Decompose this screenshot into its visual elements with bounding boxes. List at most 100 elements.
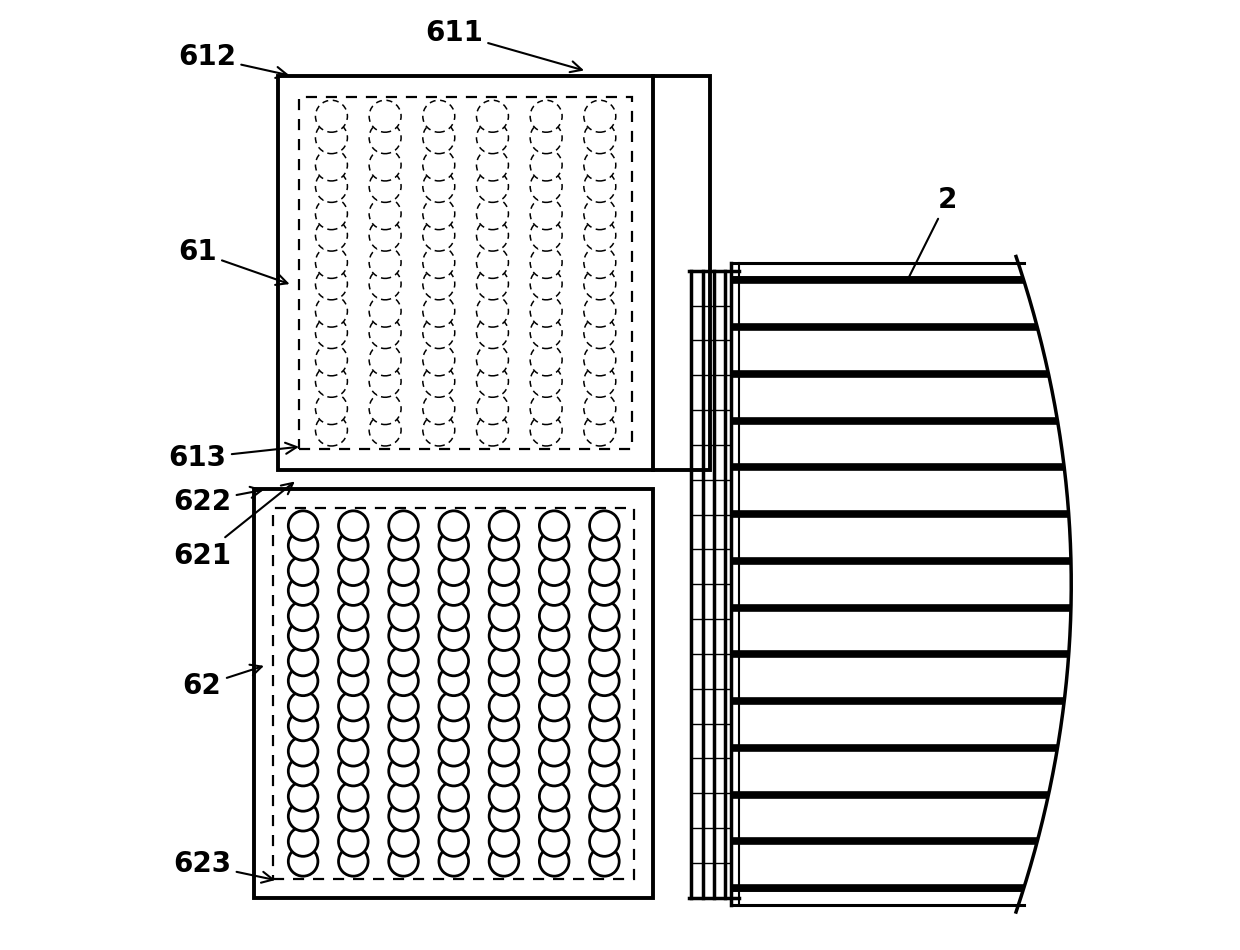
Circle shape [439, 756, 469, 786]
Circle shape [489, 846, 518, 876]
Circle shape [423, 246, 455, 278]
Circle shape [476, 392, 508, 425]
Circle shape [589, 531, 619, 560]
Circle shape [388, 802, 418, 831]
Circle shape [388, 692, 418, 721]
Circle shape [439, 736, 469, 766]
Circle shape [489, 782, 518, 811]
Circle shape [370, 268, 401, 300]
Circle shape [339, 712, 368, 741]
Circle shape [423, 122, 455, 154]
Circle shape [423, 170, 455, 202]
Circle shape [423, 316, 455, 349]
Circle shape [539, 846, 569, 876]
Circle shape [370, 366, 401, 397]
Circle shape [489, 736, 518, 766]
Circle shape [489, 666, 518, 695]
Polygon shape [732, 330, 1048, 371]
Circle shape [388, 666, 418, 695]
Circle shape [439, 802, 469, 831]
Circle shape [476, 344, 508, 376]
Circle shape [289, 826, 317, 856]
Circle shape [388, 621, 418, 651]
Circle shape [339, 621, 368, 651]
Circle shape [339, 692, 368, 721]
Circle shape [589, 756, 619, 786]
Circle shape [539, 692, 569, 721]
Circle shape [439, 601, 469, 631]
Polygon shape [732, 656, 1069, 699]
Circle shape [584, 344, 616, 376]
Circle shape [289, 576, 317, 605]
Circle shape [589, 511, 619, 541]
Circle shape [476, 101, 508, 132]
Circle shape [388, 556, 418, 585]
Circle shape [489, 712, 518, 741]
Circle shape [289, 802, 317, 831]
Circle shape [388, 846, 418, 876]
Circle shape [589, 826, 619, 856]
Circle shape [339, 736, 368, 766]
Circle shape [439, 846, 469, 876]
Circle shape [423, 295, 455, 327]
Circle shape [584, 149, 616, 180]
Circle shape [423, 344, 455, 376]
Circle shape [589, 601, 619, 631]
Polygon shape [732, 469, 1069, 512]
Circle shape [531, 101, 562, 132]
Circle shape [476, 219, 508, 251]
Circle shape [476, 414, 508, 446]
Circle shape [289, 601, 317, 631]
Circle shape [289, 666, 317, 695]
Polygon shape [732, 844, 1037, 885]
Circle shape [531, 122, 562, 154]
Circle shape [476, 170, 508, 202]
Circle shape [589, 621, 619, 651]
Text: 622: 622 [172, 486, 262, 516]
Circle shape [289, 556, 317, 585]
Circle shape [339, 756, 368, 786]
Circle shape [489, 601, 518, 631]
Circle shape [339, 846, 368, 876]
Circle shape [539, 646, 569, 675]
Polygon shape [732, 517, 1071, 559]
Circle shape [439, 666, 469, 695]
Circle shape [370, 149, 401, 180]
Circle shape [476, 149, 508, 180]
Circle shape [388, 511, 418, 541]
Circle shape [531, 366, 562, 397]
Circle shape [439, 646, 469, 675]
Polygon shape [732, 376, 1056, 418]
Circle shape [289, 712, 317, 741]
Polygon shape [732, 423, 1064, 465]
Circle shape [489, 756, 518, 786]
Circle shape [289, 511, 317, 541]
Bar [299, 97, 632, 449]
Circle shape [584, 219, 616, 251]
Circle shape [370, 170, 401, 202]
Circle shape [289, 756, 317, 786]
Circle shape [589, 782, 619, 811]
Circle shape [423, 101, 455, 132]
Circle shape [339, 782, 368, 811]
Circle shape [315, 392, 347, 425]
Circle shape [289, 531, 317, 560]
Circle shape [539, 666, 569, 695]
Circle shape [315, 268, 347, 300]
Circle shape [539, 712, 569, 741]
Circle shape [584, 366, 616, 397]
Circle shape [539, 511, 569, 541]
Circle shape [584, 198, 616, 230]
Circle shape [423, 198, 455, 230]
Circle shape [539, 802, 569, 831]
Bar [278, 76, 711, 470]
Circle shape [339, 666, 368, 695]
Circle shape [531, 268, 562, 300]
Circle shape [339, 601, 368, 631]
Circle shape [584, 101, 616, 132]
Circle shape [388, 826, 418, 856]
Circle shape [339, 556, 368, 585]
Circle shape [315, 316, 347, 349]
Circle shape [339, 531, 368, 560]
Circle shape [339, 511, 368, 541]
